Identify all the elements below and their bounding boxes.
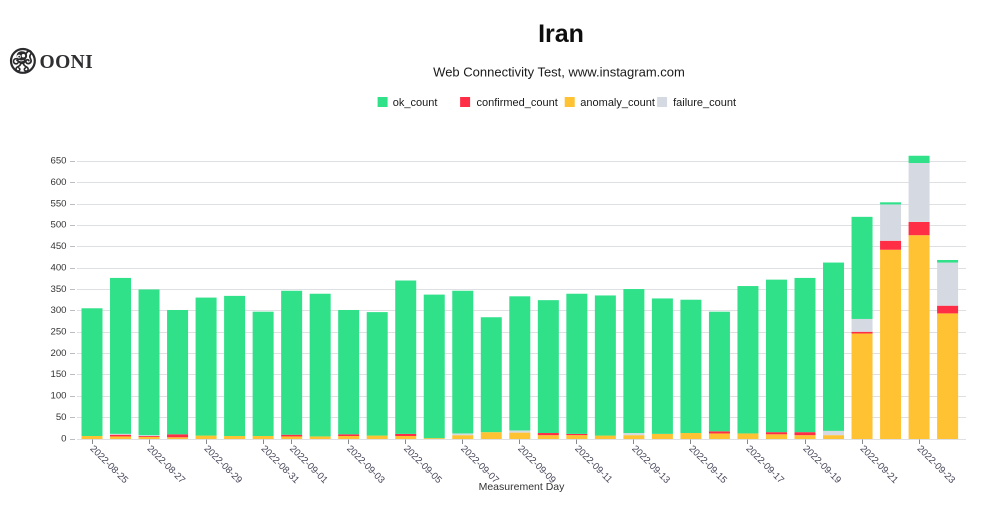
svg-text:250: 250 (50, 326, 66, 337)
svg-text:150: 150 (50, 369, 66, 380)
svg-text:0: 0 (61, 433, 66, 444)
svg-text:ok_count: ok_count (393, 97, 438, 109)
svg-text:450: 450 (50, 241, 66, 252)
svg-text:200: 200 (50, 348, 66, 359)
svg-text:350: 350 (50, 284, 66, 295)
svg-text:failure_count: failure_count (673, 97, 736, 109)
svg-text:50: 50 (56, 412, 67, 423)
svg-text:650: 650 (50, 156, 66, 167)
svg-text:confirmed_count: confirmed_count (477, 97, 558, 109)
svg-text:Measurement Day: Measurement Day (479, 481, 566, 493)
svg-text:anomaly_count: anomaly_count (580, 97, 655, 109)
svg-text:600: 600 (50, 177, 66, 188)
svg-text:Web Connectivity Test, www.ins: Web Connectivity Test, www.instagram.com (433, 65, 685, 80)
svg-text:500: 500 (50, 220, 66, 231)
svg-text:300: 300 (50, 305, 66, 316)
svg-text:550: 550 (50, 198, 66, 209)
svg-text:400: 400 (50, 262, 66, 273)
svg-text:100: 100 (50, 391, 66, 402)
svg-text:OONI: OONI (40, 52, 94, 73)
svg-text:Iran: Iran (538, 20, 584, 48)
